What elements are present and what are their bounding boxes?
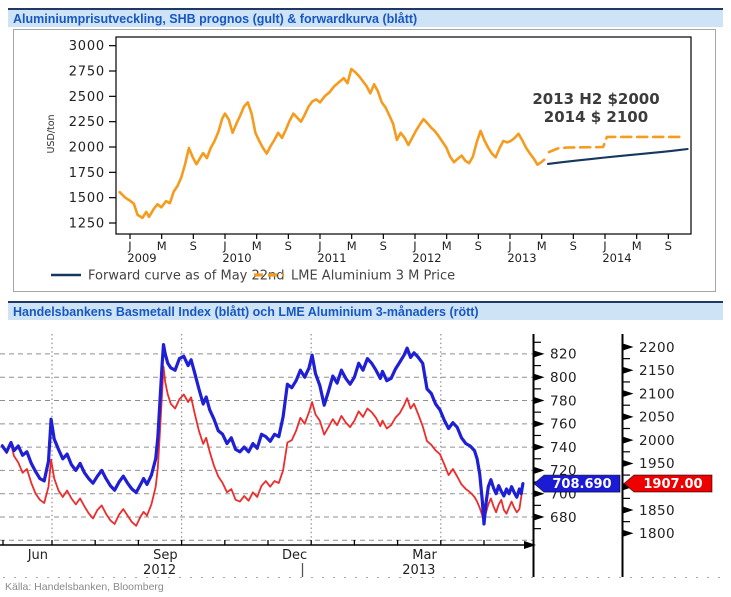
month-tick-label: M bbox=[537, 239, 547, 253]
month-tick-label: J bbox=[507, 239, 511, 253]
y-tick-label: 2500 bbox=[69, 90, 105, 105]
index-axis-tick-arrow bbox=[533, 466, 545, 475]
price-axis-tick-label: 2000 bbox=[639, 433, 675, 449]
year-label: 2014 bbox=[602, 251, 631, 265]
x-axis-arrow bbox=[524, 541, 536, 549]
price-last-value-badge-value: 1907.00 bbox=[643, 477, 702, 492]
index-axis-tick-label: 740 bbox=[550, 440, 577, 456]
legend-label: LME Aluminium 3 M Price bbox=[291, 269, 455, 284]
price-axis-tick-arrow bbox=[622, 366, 634, 374]
y-tick-label: 2250 bbox=[69, 115, 105, 130]
y-tick-label: 1250 bbox=[69, 217, 105, 232]
year-label: 2010 bbox=[222, 251, 251, 265]
month-tick-label: J bbox=[317, 239, 321, 253]
index-axis-tick-label: 760 bbox=[550, 417, 577, 433]
month-tick-label: S bbox=[665, 239, 672, 253]
price-axis-tick-arrow bbox=[622, 436, 634, 444]
source-note: Källa: Handelsbanken, Bloomberg bbox=[5, 581, 164, 593]
basmetall-index-series bbox=[0, 343, 525, 526]
index-axis-tick-arrow bbox=[533, 490, 545, 498]
price-axis-tick-label: 2100 bbox=[639, 386, 675, 402]
price-axis-tick-arrow bbox=[622, 413, 634, 421]
chart1-title: Aluminiumprisutveckling, SHB prognos (gu… bbox=[13, 12, 418, 26]
index-axis-tick-label: 780 bbox=[550, 393, 577, 409]
y-tick-label: 1500 bbox=[69, 191, 105, 206]
price-axis-tick-label: 1850 bbox=[639, 503, 675, 519]
price-axis-tick-arrow bbox=[622, 459, 634, 468]
index-axis-tick-arrow bbox=[533, 443, 545, 451]
index-axis-tick-arrow bbox=[533, 420, 545, 428]
index-axis-tick-arrow bbox=[533, 396, 545, 405]
month-label: Jun bbox=[27, 548, 48, 563]
price-axis-tick-label: 2200 bbox=[639, 340, 675, 356]
month-tick-label: M bbox=[157, 239, 167, 253]
year-label: 2012 bbox=[412, 251, 441, 265]
month-tick-label: M bbox=[442, 239, 452, 253]
year-label: 2013 bbox=[507, 251, 536, 265]
month-tick-label: J bbox=[602, 239, 606, 253]
month-label: Sep bbox=[153, 548, 178, 563]
y-tick-label: 1750 bbox=[69, 166, 105, 181]
y-tick-label: 3000 bbox=[69, 39, 105, 54]
chart2-title-bar: Handelsbankens Basmetall Index (blått) o… bbox=[8, 301, 723, 320]
index-last-value-badge-value: 708.690 bbox=[552, 477, 611, 492]
price-axis-tick-label: 1950 bbox=[639, 456, 675, 472]
shb-forecast-series bbox=[547, 135, 685, 154]
price-axis-tick-arrow bbox=[622, 529, 634, 537]
year-label: 2009 bbox=[127, 251, 156, 265]
aluminium-price-chart: 1250 1500 1750 2000 2250 2500 2750 3000 USD/ton J… bbox=[46, 36, 692, 284]
legend-label: Forward curve as of May 22nd bbox=[88, 269, 285, 284]
forward-curve-series bbox=[546, 147, 689, 165]
aluminium-price-chart-frame: 1250 1500 1750 2000 2250 2500 2750 3000 USD/ton J… bbox=[13, 29, 716, 292]
month-tick-label: S bbox=[380, 239, 387, 253]
price-axis-tick-arrow bbox=[622, 506, 634, 514]
forecast-annotation: 2014 $ 2100 bbox=[544, 108, 648, 126]
lme-aluminium-series bbox=[1, 365, 524, 527]
price-axis-tick-label: 2150 bbox=[639, 363, 675, 379]
index-axis-tick-label: 680 bbox=[550, 510, 577, 526]
index-last-value-badge bbox=[533, 474, 621, 493]
chart2-title: Handelsbankens Basmetall Index (blått) o… bbox=[13, 305, 479, 319]
y-tick-label: 2000 bbox=[69, 141, 105, 156]
price-axis-tick-label: 1800 bbox=[639, 526, 675, 542]
plot-border bbox=[115, 36, 692, 235]
y-tick-label: 2750 bbox=[69, 65, 105, 80]
year-label: 2012 bbox=[143, 563, 176, 578]
month-tick-label: M bbox=[632, 239, 642, 253]
month-tick-label: S bbox=[285, 239, 292, 253]
month-label: Mar bbox=[412, 548, 437, 563]
index-axis-tick-label: 820 bbox=[550, 347, 577, 363]
price-axis-tick-label: 2050 bbox=[639, 410, 675, 426]
index-axis-tick-arrow bbox=[533, 373, 545, 381]
year-label: 2013 bbox=[402, 563, 435, 578]
price-last-value-badge bbox=[623, 474, 713, 493]
index-axis-tick-label: 800 bbox=[550, 370, 577, 386]
month-tick-label: S bbox=[570, 239, 577, 253]
forecast-annotation: 2013 H2 $2000 bbox=[532, 90, 659, 108]
lme-price-series bbox=[118, 67, 546, 220]
month-tick-label: M bbox=[347, 239, 357, 253]
price-axis-tick-arrow bbox=[622, 389, 634, 398]
month-tick-label: J bbox=[127, 239, 131, 253]
month-tick-label: J bbox=[412, 239, 416, 253]
year-label: 2011 bbox=[317, 251, 346, 265]
chart1-title-bar: Aluminiumprisutveckling, SHB prognos (gu… bbox=[8, 8, 723, 27]
month-label: Dec bbox=[282, 548, 307, 563]
price-axis-tick-arrow bbox=[622, 343, 634, 351]
index-axis-tick-arrow bbox=[533, 513, 545, 521]
month-tick-label: M bbox=[252, 239, 262, 253]
y-axis-title: USD/ton bbox=[46, 114, 57, 153]
month-tick-label: J bbox=[222, 239, 226, 253]
index-axis-tick-arrow bbox=[533, 350, 545, 358]
month-tick-label: S bbox=[475, 239, 482, 253]
month-tick-label: S bbox=[190, 239, 197, 253]
